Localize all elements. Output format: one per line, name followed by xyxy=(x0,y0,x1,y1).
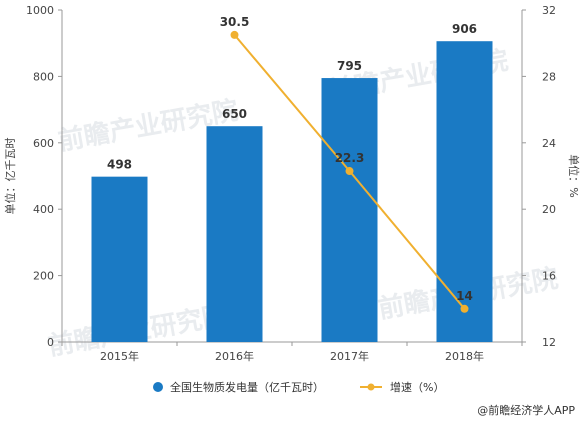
line-series xyxy=(230,30,469,313)
bar-value-label: 795 xyxy=(337,59,362,73)
line-value-label: 14 xyxy=(456,289,473,303)
y2-tick-label: 12 xyxy=(542,336,556,349)
line-point xyxy=(230,30,239,39)
legend-line-marker xyxy=(367,383,375,391)
data-labels: 498 650 795 906 30.5 22.3 14 xyxy=(107,15,477,303)
bar xyxy=(206,126,263,342)
bar-value-label: 498 xyxy=(107,158,132,172)
y2-tick-label: 20 xyxy=(542,203,556,216)
line-point xyxy=(460,304,469,313)
y-axis-title: 单位：亿千瓦时 xyxy=(3,138,17,215)
y2-tick-label: 32 xyxy=(542,4,556,17)
legend-bar-label: 全国生物质发电量（亿千瓦时） xyxy=(170,380,324,394)
y2-tick-label: 28 xyxy=(542,70,556,83)
y-tick-label: 200 xyxy=(33,270,54,283)
x-tick-label: 2018年 xyxy=(445,349,484,363)
bar-value-label: 906 xyxy=(452,22,477,36)
bar xyxy=(321,78,378,342)
line-value-label: 30.5 xyxy=(220,15,250,29)
axes: 0 200 400 600 800 1000 12 16 20 24 28 32 2015年 2016年 2… xyxy=(3,4,581,363)
x-tick-label: 2017年 xyxy=(330,349,369,363)
bar xyxy=(436,41,493,342)
line-point xyxy=(345,167,354,176)
bar xyxy=(91,176,148,342)
legend: 全国生物质发电量（亿千瓦时） 增速（%） xyxy=(153,380,444,394)
y2-tick-label: 16 xyxy=(542,270,556,283)
y-tick-label: 600 xyxy=(33,137,54,150)
bar-series xyxy=(91,41,493,342)
y-tick-label: 800 xyxy=(33,70,54,83)
bar-value-label: 650 xyxy=(222,107,247,121)
source-credit: @前瞻经济学人APP xyxy=(477,403,575,417)
y-tick-label: 1000 xyxy=(26,4,54,17)
legend-bar-swatch xyxy=(153,382,163,392)
line-value-label: 22.3 xyxy=(335,151,365,165)
x-tick-label: 2016年 xyxy=(215,349,254,363)
y-tick-label: 0 xyxy=(47,336,54,349)
y-tick-label: 400 xyxy=(33,203,54,216)
legend-line-label: 增速（%） xyxy=(390,380,444,394)
y2-tick-label: 24 xyxy=(542,137,556,150)
y2-axis-title: 单位：% xyxy=(567,154,581,197)
x-tick-label: 2015年 xyxy=(100,349,139,363)
